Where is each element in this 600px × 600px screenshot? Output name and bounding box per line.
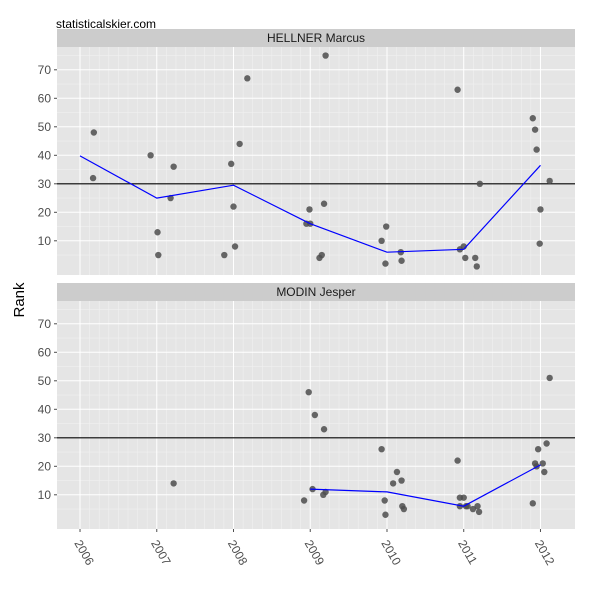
- data-point: [322, 52, 329, 59]
- data-point: [381, 497, 388, 504]
- data-point: [473, 263, 480, 270]
- data-point: [378, 446, 385, 453]
- data-point: [546, 374, 553, 382]
- data-point: [460, 494, 467, 501]
- data-point: [536, 240, 543, 247]
- x-tick-label: 2007: [148, 538, 174, 568]
- data-point: [244, 75, 251, 82]
- y-tick-label: 30: [38, 431, 52, 445]
- y-tick-label: 10: [38, 234, 52, 248]
- y-tick-label: 30: [38, 177, 52, 191]
- data-point: [543, 440, 550, 447]
- facet-panel: HELLNER Marcus 10 20 30 40 50 60 70: [38, 29, 575, 275]
- data-point: [90, 129, 98, 136]
- data-point: [472, 254, 479, 262]
- data-point: [475, 508, 483, 516]
- y-tick-label: 10: [38, 488, 52, 502]
- y-tick-label: 50: [38, 374, 52, 388]
- data-point: [320, 200, 328, 207]
- data-point: [382, 511, 389, 518]
- y-tick-label: 70: [38, 317, 52, 331]
- data-point: [382, 260, 389, 267]
- data-point: [469, 505, 477, 513]
- y-tick-label: 40: [38, 402, 52, 416]
- data-point: [393, 468, 401, 476]
- data-point: [474, 503, 481, 510]
- facet-panel: MODIN Jesper 10 20 30 40 50 60 70: [38, 283, 575, 529]
- watermark-text: statisticalskier.com: [56, 17, 157, 31]
- data-point: [398, 257, 405, 264]
- data-point: [534, 446, 542, 453]
- data-point: [221, 251, 228, 259]
- data-point: [236, 140, 243, 148]
- data-point: [476, 180, 484, 187]
- data-point: [311, 411, 319, 419]
- data-point: [533, 146, 540, 153]
- data-point: [383, 223, 390, 230]
- x-tick-label: 2006: [71, 538, 97, 568]
- facet-strip: [57, 283, 575, 301]
- x-tick-label: 2012: [532, 538, 558, 568]
- facet-title: MODIN Jesper: [276, 285, 355, 299]
- data-point: [539, 460, 546, 467]
- data-point: [378, 237, 385, 244]
- data-point: [230, 203, 237, 210]
- data-point: [228, 160, 235, 168]
- data-point: [147, 152, 154, 159]
- data-point: [400, 505, 408, 513]
- data-point: [541, 468, 548, 476]
- data-point: [320, 426, 328, 433]
- x-tick-label: 2011: [455, 538, 480, 568]
- y-tick-label: 60: [38, 91, 52, 105]
- data-point: [546, 177, 553, 185]
- x-tick-label: 2010: [378, 538, 404, 568]
- data-point: [305, 389, 312, 396]
- data-point: [231, 243, 239, 250]
- data-point: [322, 488, 329, 496]
- data-point: [389, 480, 397, 487]
- data-point: [318, 251, 325, 259]
- data-point: [462, 254, 469, 262]
- y-axis-title: Rank: [11, 282, 28, 318]
- data-point: [454, 457, 461, 464]
- data-point: [529, 115, 536, 122]
- trend-line: [310, 464, 541, 507]
- data-point: [537, 206, 544, 213]
- plot-background: [57, 47, 575, 275]
- data-point: [531, 126, 539, 133]
- y-tick-label: 50: [38, 120, 52, 134]
- data-point: [154, 229, 161, 236]
- data-point: [155, 251, 162, 259]
- data-point: [170, 163, 177, 170]
- y-tick-label: 70: [38, 63, 52, 77]
- y-tick-label: 20: [38, 459, 52, 473]
- y-tick-label: 60: [38, 345, 52, 359]
- facet-strip: [57, 29, 575, 47]
- data-point: [529, 500, 536, 507]
- y-tick-label: 40: [38, 148, 52, 162]
- data-point: [454, 86, 461, 93]
- data-point: [398, 477, 405, 484]
- data-point: [300, 497, 308, 504]
- trend-line: [79, 155, 541, 253]
- data-point: [89, 174, 97, 182]
- y-tick-label: 20: [38, 205, 52, 219]
- x-tick-label: 2009: [302, 538, 328, 568]
- facet-title: HELLNER Marcus: [267, 31, 365, 45]
- data-point: [306, 206, 313, 213]
- data-point: [170, 480, 177, 487]
- x-tick-label: 2008: [225, 538, 251, 568]
